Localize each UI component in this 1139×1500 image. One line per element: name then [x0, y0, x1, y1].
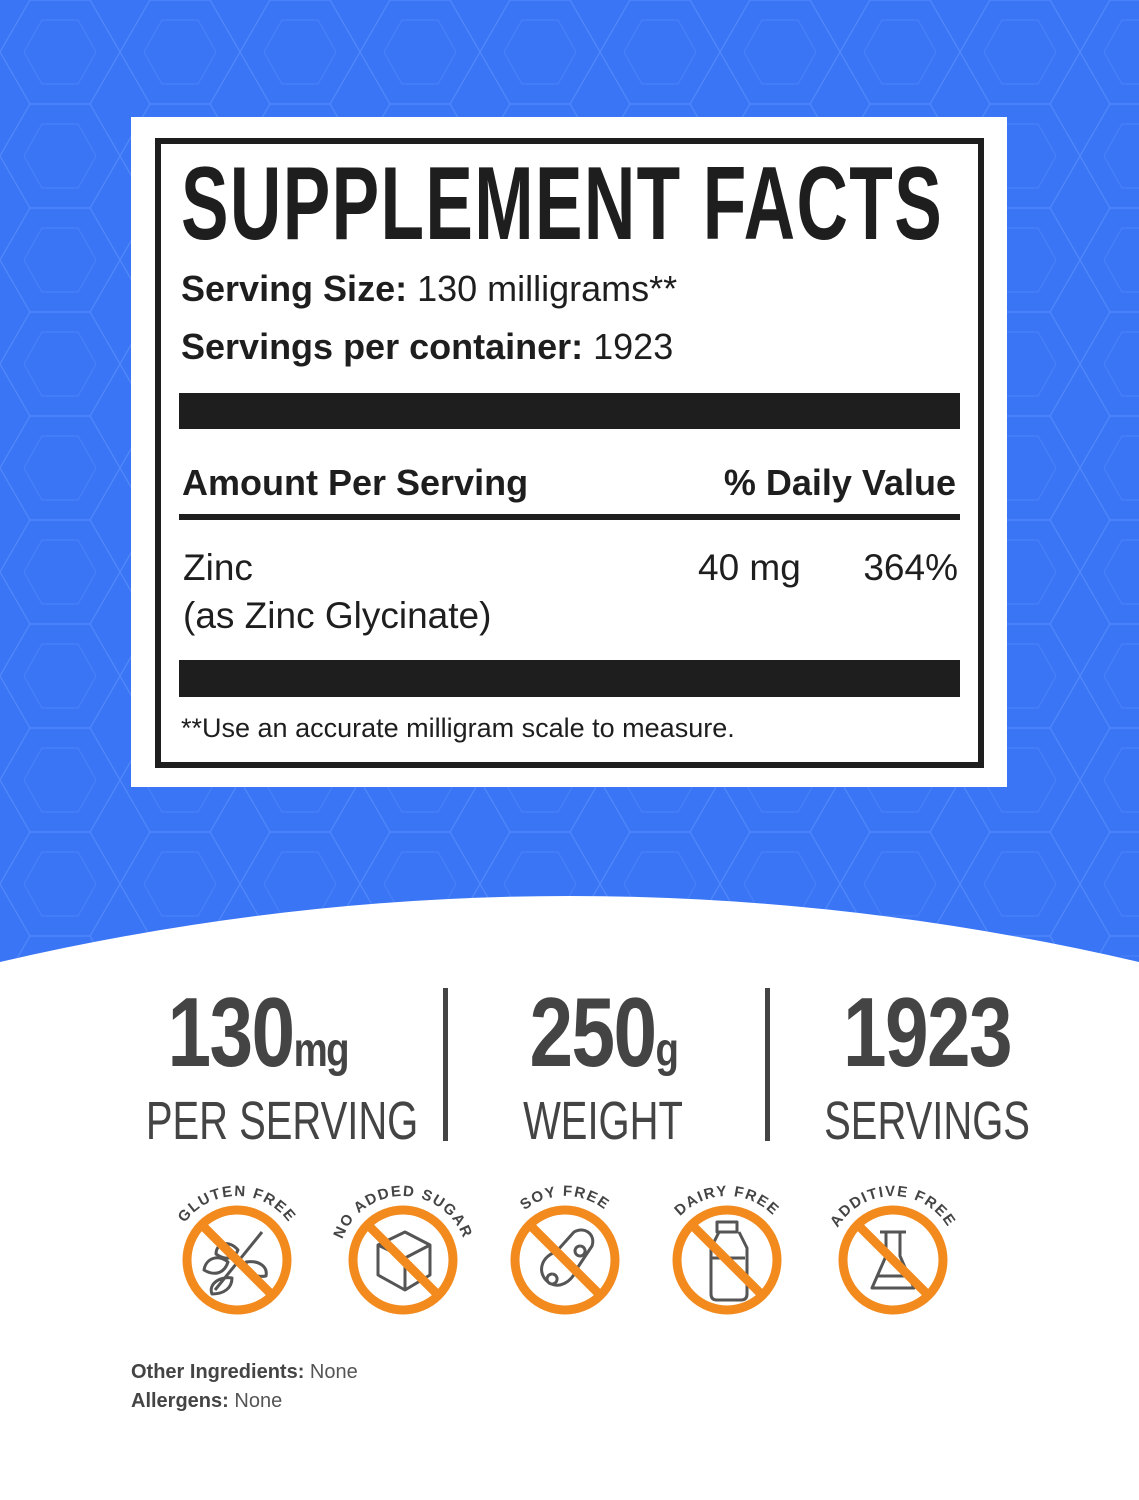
stat-caption-row: PER SERVING: [98, 1090, 418, 1153]
stat-caption: SERVINGS: [824, 1091, 1030, 1151]
badge-additive-free: ADDITIVE FREE: [827, 1183, 958, 1315]
prohibited-circle-icon: [348, 1205, 458, 1315]
prohibited-circle-icon: [672, 1205, 782, 1315]
nutrient-source: (as Zinc Glycinate): [183, 595, 492, 636]
badge-dairy-free: DAIRY FREE: [671, 1183, 782, 1315]
serving-size-label: Serving Size:: [181, 268, 408, 309]
stat-divider: [443, 988, 448, 1141]
badge-soy-free: SOY FREE: [510, 1183, 620, 1315]
stat-unit: g: [655, 1024, 678, 1077]
dv-header: % Daily Value: [723, 462, 956, 503]
stat-value-row: 130mg: [98, 976, 418, 1089]
stat-per-serving: 130mg PER SERVING: [98, 976, 418, 1156]
label-border: SUPPLEMENT FACTS Serving Size: 130 milli…: [155, 138, 984, 768]
stat-servings: 1923 SERVINGS: [767, 976, 1087, 1156]
prohibited-slash-icon: [526, 1221, 604, 1299]
allergens-label: Allergens:: [131, 1390, 229, 1412]
servings-per-container: Servings per container: 1923: [181, 326, 673, 368]
amount-header: Amount Per Serving: [182, 462, 529, 503]
stat-value: 130mg: [167, 976, 350, 1107]
stat-divider: [765, 988, 770, 1141]
prohibited-circle-icon: [182, 1205, 292, 1315]
free-from-badges: GLUTEN FREE NO ADDED SUGAR SOY FREE DAIRY F…: [175, 1183, 958, 1315]
stat-caption-row: SERVINGS: [767, 1090, 1087, 1153]
label-title: SUPPLEMENT FACTS: [181, 146, 944, 262]
stat-weight: 250g WEIGHT: [443, 976, 763, 1156]
stat-number: 250: [529, 977, 657, 1087]
supplement-facts-label: SUPPLEMENT FACTS Serving Size: 130 milli…: [131, 117, 1007, 787]
prohibited-slash-icon: [198, 1221, 276, 1299]
stat-caption-row: WEIGHT: [443, 1090, 763, 1153]
stat-unit: mg: [293, 1024, 350, 1077]
prohibited-circle-icon: [838, 1205, 948, 1315]
stat-value: 250g: [529, 976, 678, 1107]
other-ingredients: Other Ingredients: None: [131, 1360, 358, 1384]
stat-number: 130: [167, 977, 296, 1087]
stat-value: 1923: [842, 976, 1013, 1107]
other-ingredients-label: Other Ingredients:: [131, 1361, 305, 1383]
stat-value-row: 1923: [767, 976, 1087, 1089]
allergens: Allergens: None: [131, 1389, 282, 1413]
badge-no-added-sugar: NO ADDED SUGAR: [330, 1183, 474, 1315]
prohibited-slash-icon: [688, 1221, 766, 1299]
servings-value: 1923: [593, 326, 674, 367]
servings-label: Servings per container:: [181, 326, 584, 367]
badge-label: GLUTEN FREE: [175, 1183, 300, 1226]
thick-divider-bottom: [179, 660, 960, 697]
stat-caption: WEIGHT: [523, 1091, 683, 1151]
stat-number: 1923: [842, 977, 1013, 1087]
nutrient-amount: 40 mg: [698, 547, 801, 588]
prohibited-slash-icon: [854, 1221, 932, 1299]
footnote: **Use an accurate milligram scale to mea…: [181, 713, 735, 743]
stat-value-row: 250g: [443, 976, 763, 1089]
prohibited-slash-icon: [364, 1221, 442, 1299]
serving-size: Serving Size: 130 milligrams**: [181, 268, 677, 310]
other-ingredients-value: None: [309, 1361, 358, 1383]
nutrient-dv: 364%: [863, 547, 958, 588]
allergens-value: None: [234, 1390, 283, 1412]
badge-gluten-free: GLUTEN FREE: [175, 1183, 300, 1315]
thin-divider: [179, 514, 960, 520]
stat-caption: PER SERVING: [145, 1091, 419, 1151]
soybean-icon: [540, 1228, 595, 1287]
serving-size-value: 130 milligrams**: [417, 268, 678, 309]
prohibited-circle-icon: [510, 1205, 620, 1315]
thick-divider: [179, 393, 960, 429]
nutrient-name: Zinc: [183, 547, 253, 588]
